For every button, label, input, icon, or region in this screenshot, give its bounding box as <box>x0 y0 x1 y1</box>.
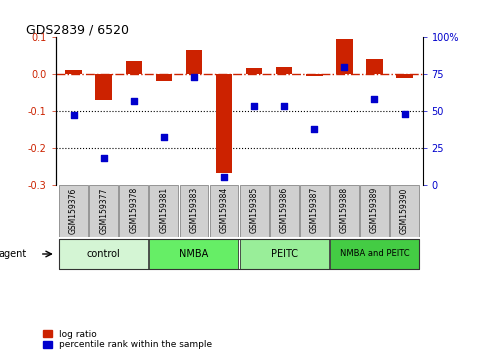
Bar <box>96 74 112 100</box>
Bar <box>306 74 323 76</box>
FancyBboxPatch shape <box>360 184 389 237</box>
Point <box>401 111 409 116</box>
FancyBboxPatch shape <box>180 184 208 237</box>
Text: GDS2839 / 6520: GDS2839 / 6520 <box>26 23 129 36</box>
Bar <box>276 67 293 74</box>
Bar <box>156 74 172 81</box>
Text: GSM159378: GSM159378 <box>129 187 138 233</box>
Point <box>220 174 228 180</box>
Text: GSM159377: GSM159377 <box>99 187 108 234</box>
Legend: log ratio, percentile rank within the sample: log ratio, percentile rank within the sa… <box>43 330 213 349</box>
Text: GSM159376: GSM159376 <box>69 187 78 234</box>
Point <box>341 64 348 69</box>
Bar <box>366 59 383 74</box>
Text: GSM159389: GSM159389 <box>370 187 379 233</box>
Text: GSM159387: GSM159387 <box>310 187 319 233</box>
FancyBboxPatch shape <box>240 184 269 237</box>
Point <box>160 135 168 140</box>
Text: agent: agent <box>0 249 27 259</box>
FancyBboxPatch shape <box>59 184 88 237</box>
Point <box>250 104 258 109</box>
Text: NMBA and PEITC: NMBA and PEITC <box>340 250 409 258</box>
Point <box>280 104 288 109</box>
Bar <box>246 68 262 74</box>
FancyBboxPatch shape <box>300 184 329 237</box>
Point <box>190 74 198 80</box>
Point <box>130 98 138 103</box>
Text: GSM159390: GSM159390 <box>400 187 409 234</box>
FancyBboxPatch shape <box>149 184 178 237</box>
Text: NMBA: NMBA <box>179 249 209 259</box>
FancyBboxPatch shape <box>270 184 298 237</box>
Text: GSM159388: GSM159388 <box>340 187 349 233</box>
Bar <box>65 70 82 74</box>
Text: GSM159383: GSM159383 <box>189 187 199 233</box>
FancyBboxPatch shape <box>119 184 148 237</box>
Bar <box>216 74 232 173</box>
Bar <box>185 50 202 74</box>
Text: GSM159385: GSM159385 <box>250 187 258 233</box>
Bar <box>396 74 413 78</box>
Text: GSM159381: GSM159381 <box>159 187 169 233</box>
Text: GSM159386: GSM159386 <box>280 187 289 233</box>
Text: PEITC: PEITC <box>270 249 298 259</box>
FancyBboxPatch shape <box>210 184 239 237</box>
FancyBboxPatch shape <box>89 184 118 237</box>
Point <box>70 113 77 118</box>
Text: GSM159384: GSM159384 <box>220 187 228 233</box>
Text: control: control <box>87 249 121 259</box>
Point <box>370 96 378 102</box>
FancyBboxPatch shape <box>390 184 419 237</box>
Point <box>100 155 108 161</box>
FancyBboxPatch shape <box>330 184 359 237</box>
Bar <box>336 39 353 74</box>
Bar <box>126 61 142 74</box>
Point <box>311 126 318 131</box>
